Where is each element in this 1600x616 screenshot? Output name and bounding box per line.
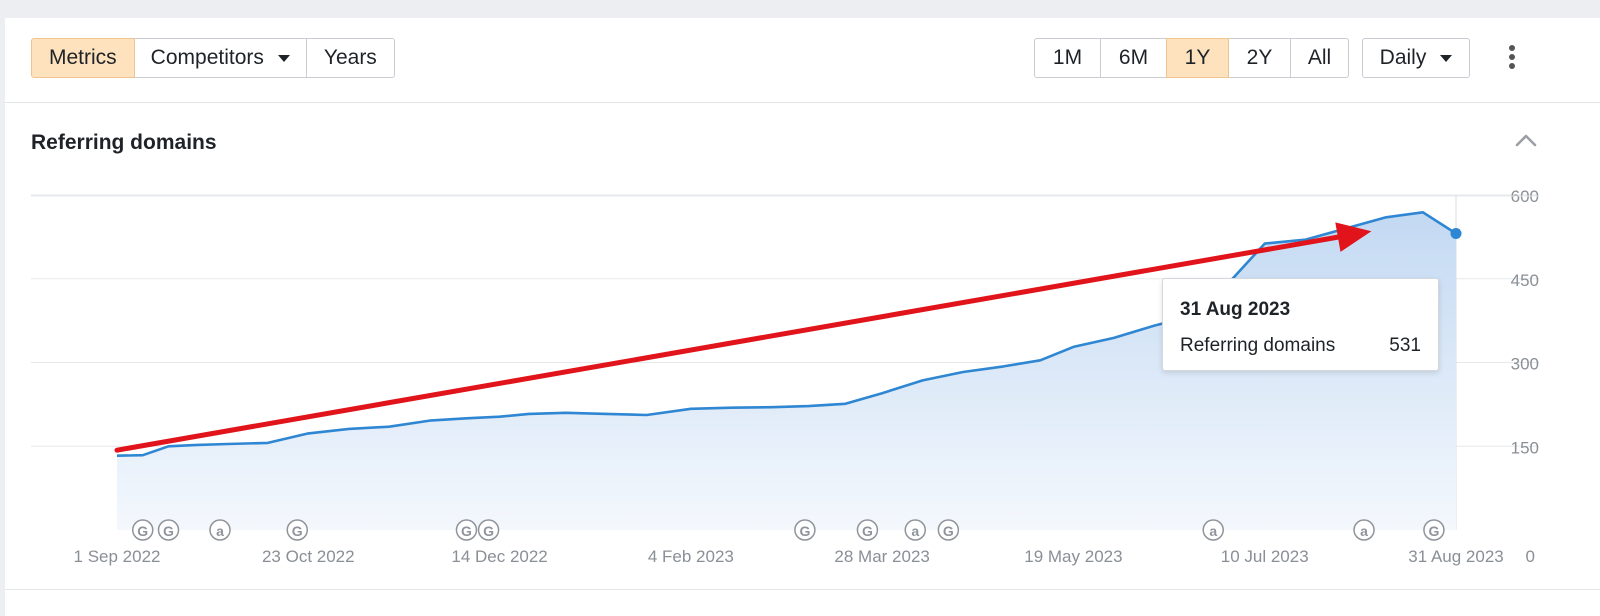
tooltip-value: 531 [1389,335,1421,356]
range-all-label: All [1307,46,1332,69]
event-marker-label: a [1360,523,1368,539]
y-tick-label: 150 [1511,438,1539,457]
range-1y-label: 1Y [1184,46,1211,69]
tooltip-label: Referring domains [1180,335,1336,356]
divider [5,589,1600,590]
range-1m-button[interactable]: 1M [1034,38,1101,78]
event-marker [477,519,500,541]
interval-select[interactable]: Daily [1362,38,1470,78]
range-1y-button[interactable]: 1Y [1166,38,1229,78]
tab-competitors[interactable]: Competitors [133,38,307,78]
event-marker-label: G [862,523,873,539]
event-marker-label: G [137,523,148,539]
event-marker [157,519,180,541]
event-marker-label: G [461,523,472,539]
arrow-shaft [114,234,1341,453]
tab-metrics-label: Metrics [49,46,117,69]
tab-years[interactable]: Years [305,38,395,78]
range-buttons: 1M 6M 1Y 2Y All [1034,38,1349,78]
chevron-down-icon [277,54,290,62]
range-1m-label: 1M [1052,46,1083,69]
event-marker [904,519,926,541]
x-tick-label: 10 Jul 2023 [1221,547,1309,566]
event-marker [1353,519,1375,541]
y-tick-label: 300 [1511,355,1539,374]
event-marker-label: G [943,523,954,539]
interval-label: Daily [1379,46,1427,69]
metrics-card: Metrics Competitors Years 1M 6M 1Y 2Y Al… [5,18,1600,616]
series-end-point [1450,228,1462,240]
range-2y-label: 2Y [1246,46,1273,69]
arrow-head [1335,222,1372,252]
event-marker [286,519,308,541]
event-marker [1202,519,1224,541]
x-tick-label: 14 Dec 2022 [451,547,547,566]
event-marker [856,519,879,541]
interval-select-group: Daily [1362,38,1470,78]
event-marker [937,519,960,541]
tab-years-label: Years [323,46,377,69]
event-marker-label: G [483,523,494,539]
x-tick-label: 4 Feb 2023 [648,547,734,566]
x-tick-label: 23 Oct 2022 [262,547,355,566]
event-marker [794,519,816,541]
x-tick-label: 19 May 2023 [1024,547,1122,566]
series-area [117,212,1456,531]
x-tick-label: 28 Mar 2023 [834,547,929,566]
view-tabs: Metrics Competitors Years [31,38,395,78]
chevron-down-icon [1440,54,1453,62]
range-6m-button[interactable]: 6M [1100,38,1167,78]
x-tick-label: 1 Sep 2022 [74,547,161,566]
event-marker-label: a [911,523,919,539]
event-marker-label: a [1209,523,1217,539]
event-marker [455,519,478,541]
event-marker-label: a [216,523,224,539]
event-marker [1423,519,1445,541]
kebab-vertical-icon[interactable] [1504,45,1520,73]
y-tick-label: 450 [1511,271,1539,290]
event-marker [209,519,231,541]
event-marker [132,519,154,541]
y-tick-label: 0 [1526,547,1535,566]
event-marker-label: G [292,523,303,539]
toolbar: Metrics Competitors Years 1M 6M 1Y 2Y Al… [5,18,1600,103]
section-title: Referring domains [31,131,217,154]
event-marker-label: G [799,523,810,539]
x-tick-label: 31 Aug 2023 [1408,547,1503,566]
chart-tooltip: 31 Aug 2023 Referring domains 531 [1162,278,1439,371]
tooltip-date: 31 Aug 2023 [1180,299,1291,320]
tab-competitors-label: Competitors [150,46,264,69]
chevron-up-icon[interactable] [1513,130,1539,150]
event-marker-label: G [1428,523,1439,539]
event-marker-label: G [163,523,174,539]
range-all-button[interactable]: All [1290,38,1349,78]
tab-metrics[interactable]: Metrics [31,38,135,78]
range-6m-label: 6M [1118,46,1149,69]
